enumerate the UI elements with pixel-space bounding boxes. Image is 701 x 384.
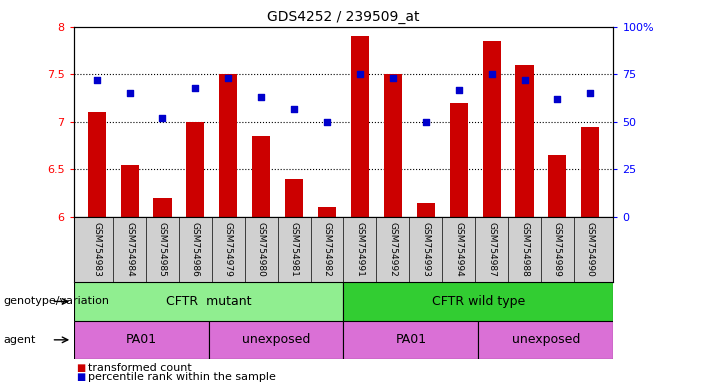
Text: GSM754989: GSM754989 <box>553 222 562 277</box>
Point <box>552 96 563 102</box>
Bar <box>209 321 343 359</box>
Point <box>519 77 530 83</box>
Title: GDS4252 / 239509_at: GDS4252 / 239509_at <box>267 10 420 25</box>
Point <box>322 119 333 125</box>
Bar <box>121 165 139 217</box>
Point <box>256 94 267 100</box>
Bar <box>343 282 613 321</box>
Text: GSM754985: GSM754985 <box>158 222 167 277</box>
Text: GSM754987: GSM754987 <box>487 222 496 277</box>
Point <box>289 106 300 112</box>
Bar <box>384 74 402 217</box>
Point <box>124 90 135 96</box>
Text: GSM754986: GSM754986 <box>191 222 200 277</box>
Text: GSM754980: GSM754980 <box>257 222 266 277</box>
Bar <box>318 207 336 217</box>
Point <box>585 90 596 96</box>
Text: PA01: PA01 <box>125 333 156 346</box>
Bar <box>343 321 478 359</box>
Text: ■: ■ <box>76 363 85 373</box>
Text: GSM754981: GSM754981 <box>290 222 299 277</box>
Bar <box>515 65 533 217</box>
Text: agent: agent <box>4 335 36 345</box>
Point <box>453 86 464 93</box>
Text: GSM754984: GSM754984 <box>125 222 134 277</box>
Bar <box>186 122 205 217</box>
Text: GSM754982: GSM754982 <box>322 222 332 277</box>
Bar <box>252 136 271 217</box>
Bar <box>351 36 369 217</box>
Point <box>420 119 431 125</box>
Text: CFTR  mutant: CFTR mutant <box>166 295 251 308</box>
Point <box>190 84 201 91</box>
Point <box>91 77 102 83</box>
Bar <box>449 103 468 217</box>
Text: transformed count: transformed count <box>88 363 191 373</box>
Text: unexposed: unexposed <box>242 333 311 346</box>
Text: CFTR wild type: CFTR wild type <box>432 295 525 308</box>
Bar <box>219 74 238 217</box>
Bar <box>154 198 172 217</box>
Text: GSM754991: GSM754991 <box>355 222 365 277</box>
Text: genotype/variation: genotype/variation <box>4 296 109 306</box>
Text: GSM754994: GSM754994 <box>454 222 463 277</box>
Bar <box>416 203 435 217</box>
Text: unexposed: unexposed <box>512 333 580 346</box>
Point <box>223 75 234 81</box>
Text: GSM754988: GSM754988 <box>520 222 529 277</box>
Point <box>157 115 168 121</box>
Point <box>387 75 398 81</box>
Text: GSM754990: GSM754990 <box>586 222 595 277</box>
Text: GSM754983: GSM754983 <box>92 222 101 277</box>
Bar <box>548 155 566 217</box>
Text: GSM754993: GSM754993 <box>421 222 430 277</box>
Bar <box>581 127 599 217</box>
Text: GSM754979: GSM754979 <box>224 222 233 277</box>
Text: ■: ■ <box>76 372 85 382</box>
Bar <box>285 179 303 217</box>
Point <box>486 71 497 78</box>
Text: GSM754992: GSM754992 <box>388 222 397 277</box>
Bar <box>478 321 613 359</box>
Bar <box>74 321 209 359</box>
Point <box>354 71 365 78</box>
Text: PA01: PA01 <box>395 333 426 346</box>
Bar <box>88 113 106 217</box>
Text: percentile rank within the sample: percentile rank within the sample <box>88 372 275 382</box>
Bar <box>482 41 501 217</box>
Bar <box>74 282 343 321</box>
